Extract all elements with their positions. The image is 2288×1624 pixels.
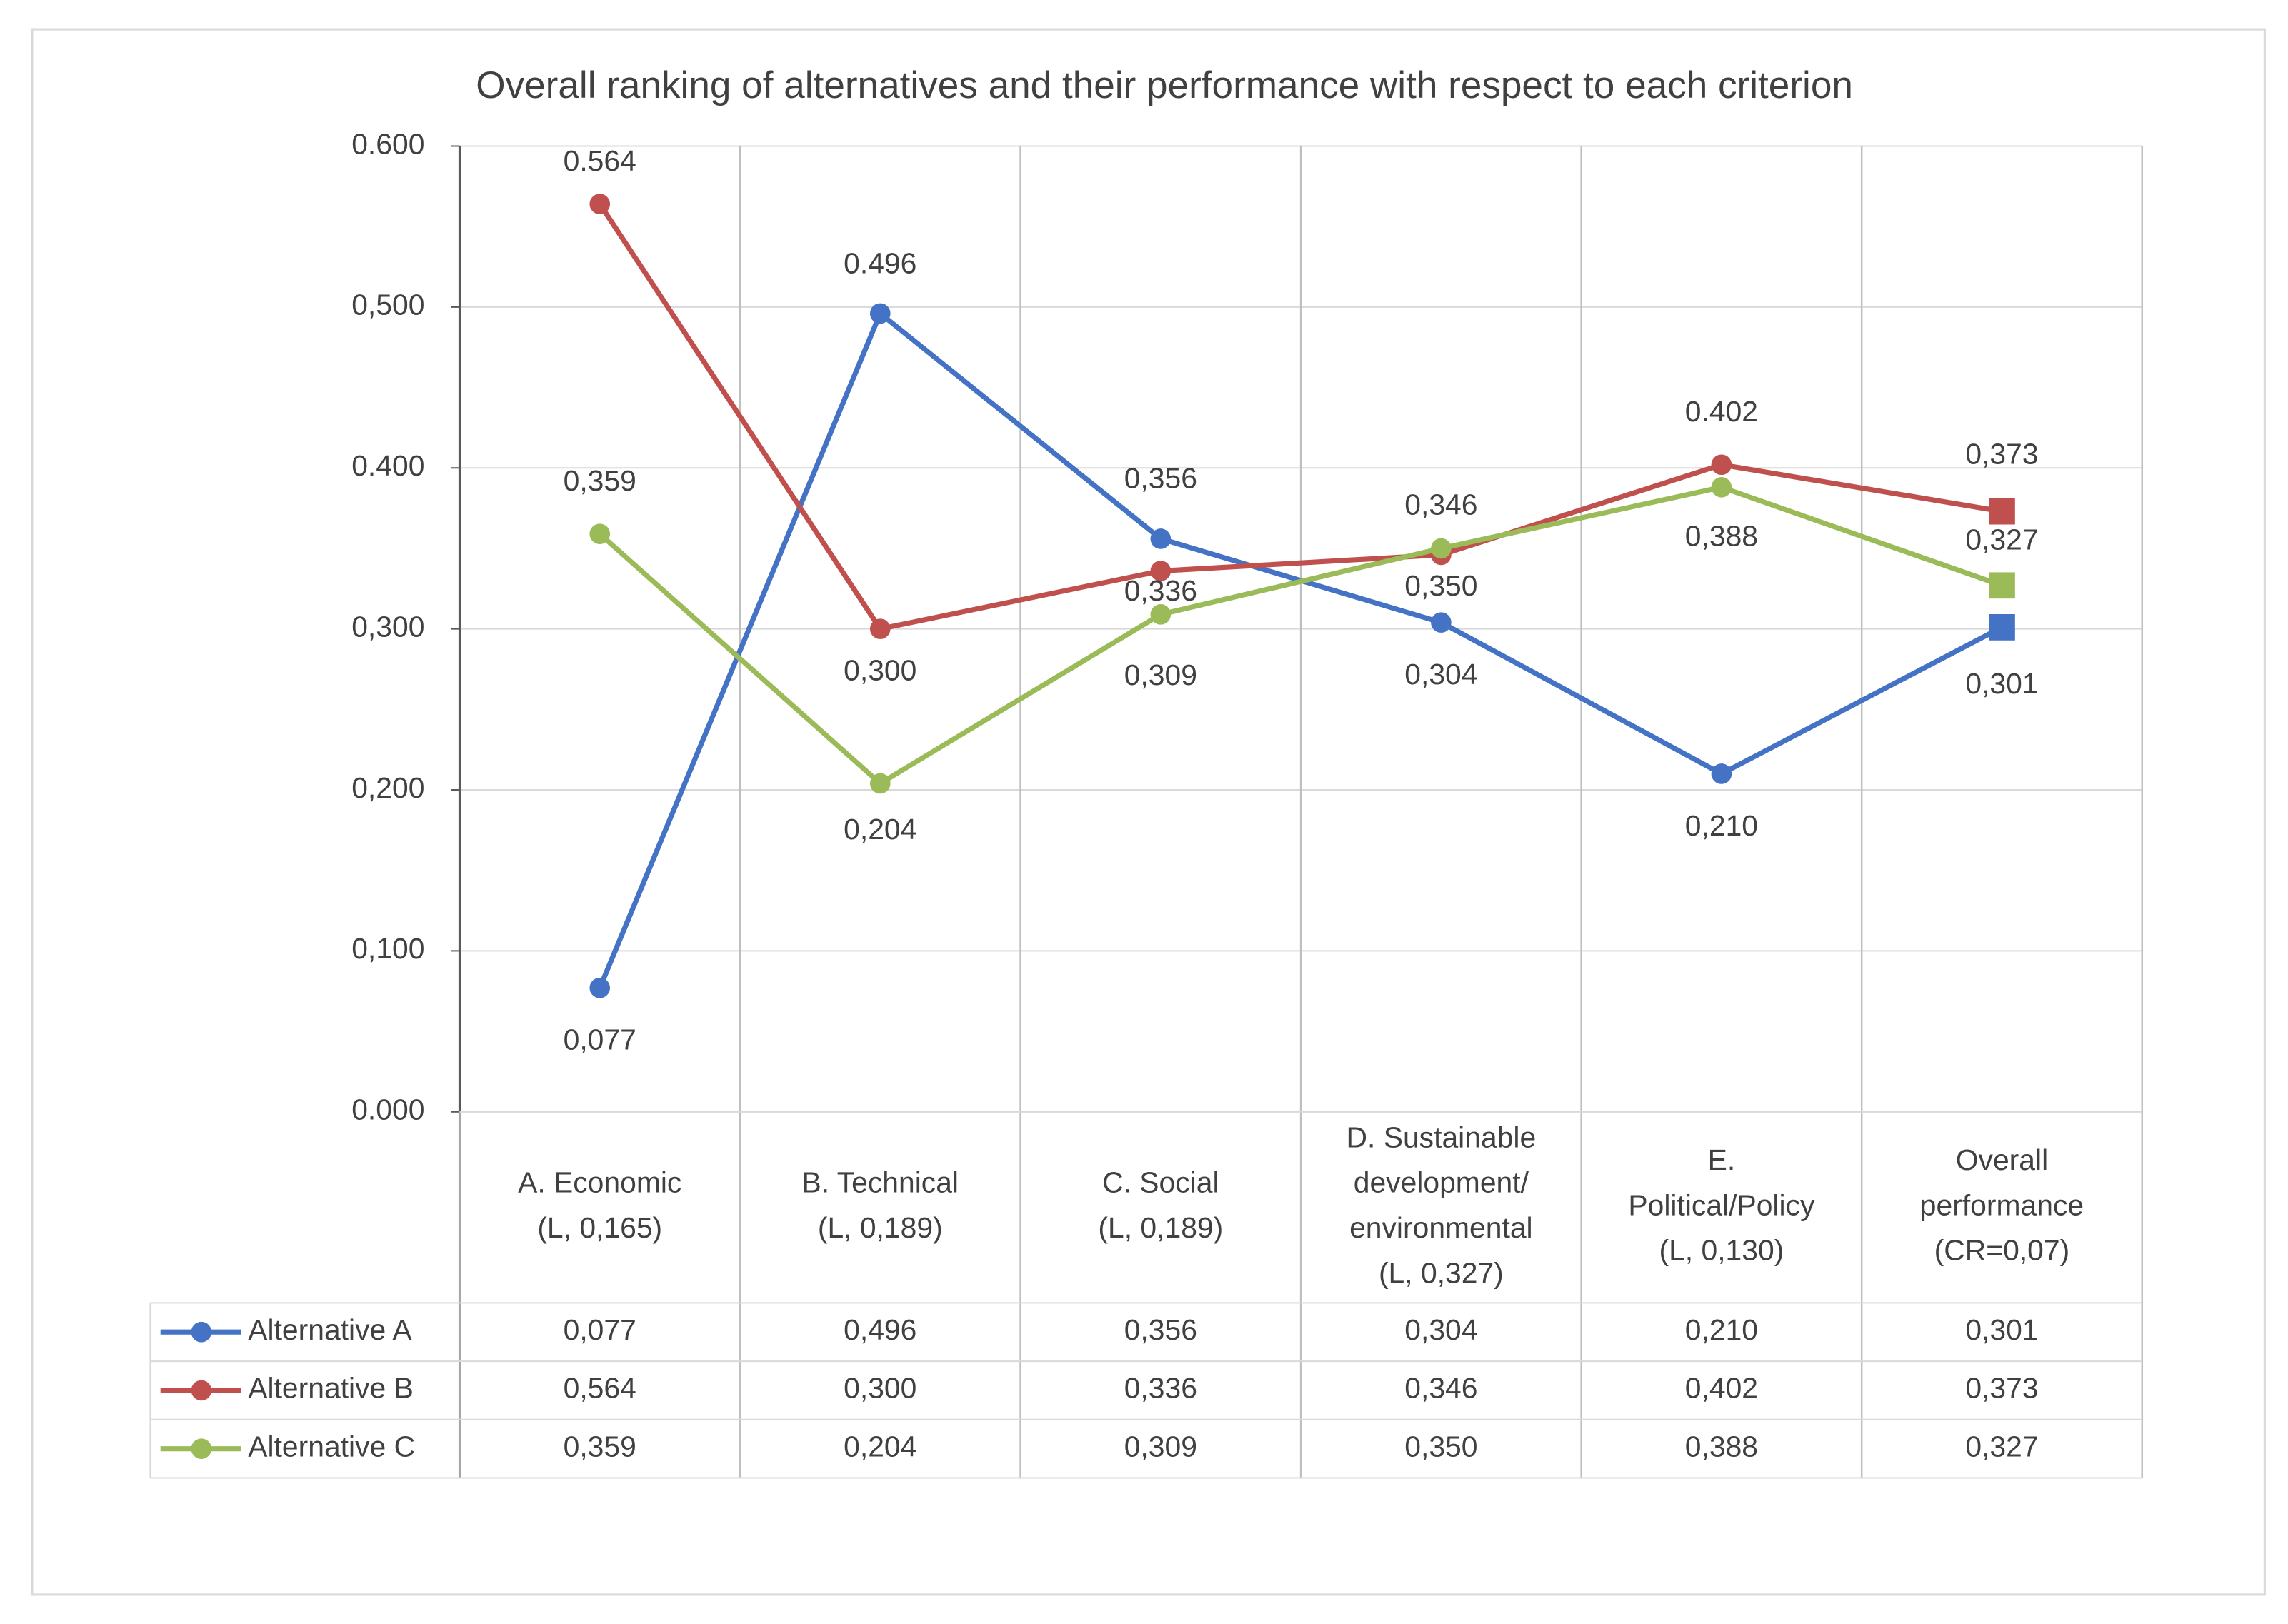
y-tick-label: 0.400 <box>351 449 424 482</box>
x-tick-label: development/ <box>1354 1166 1529 1199</box>
x-tick-label: performance <box>1920 1188 2084 1221</box>
y-tick-label: 0,100 <box>351 932 424 965</box>
chart-border <box>31 28 2266 1596</box>
table-cell: 0,346 <box>1404 1372 1477 1405</box>
table-cell: 0,304 <box>1404 1313 1477 1346</box>
data-label: 0,304 <box>1404 658 1477 691</box>
data-label: 0.564 <box>564 144 636 177</box>
marker <box>869 618 891 639</box>
table-cell: 0,210 <box>1685 1313 1758 1346</box>
x-tick-label: environmental <box>1349 1211 1533 1244</box>
data-label: 0.402 <box>1685 395 1758 428</box>
data-label: 0,309 <box>1124 658 1197 691</box>
marker <box>589 977 611 998</box>
x-tick-label: (CR=0,07) <box>1934 1234 2070 1267</box>
data-label: 0,356 <box>1124 462 1197 495</box>
x-tick-label: (L, 0,189) <box>1098 1211 1223 1244</box>
marker <box>1150 604 1172 625</box>
legend-marker <box>191 1438 212 1459</box>
chart-title: Overall ranking of alternatives and thei… <box>476 64 1853 106</box>
table-cell: 0,301 <box>1965 1313 2038 1346</box>
table-cell: 0,496 <box>844 1313 916 1346</box>
marker <box>1989 498 2015 525</box>
data-label: 0,388 <box>1685 520 1758 553</box>
data-label: 0,336 <box>1124 574 1197 607</box>
table-cell: 0,336 <box>1124 1372 1197 1405</box>
table-cell: 0,327 <box>1965 1430 2038 1463</box>
data-label: 0,327 <box>1965 523 2038 556</box>
x-tick-label: (L, 0,130) <box>1659 1234 1784 1267</box>
x-tick-label: E. <box>1708 1143 1736 1176</box>
marker <box>1989 572 2015 599</box>
x-tick-label: (L, 0,165) <box>537 1211 662 1244</box>
marker <box>589 194 611 214</box>
data-label: 0,350 <box>1404 569 1477 602</box>
table-cell: 0,359 <box>564 1430 636 1463</box>
marker <box>1431 612 1452 633</box>
x-tick-label: (L, 0,189) <box>818 1211 943 1244</box>
series-line <box>598 484 2003 786</box>
marker <box>1150 561 1172 581</box>
table-cell: 0,077 <box>564 1313 636 1346</box>
x-tick-label: A. Economic <box>518 1166 681 1199</box>
marker <box>869 773 891 794</box>
data-label: 0,301 <box>1965 667 2038 700</box>
marker <box>1711 763 1732 784</box>
y-tick-label: 0.600 <box>351 127 424 160</box>
marker <box>589 523 611 544</box>
legend-marker <box>191 1321 212 1343</box>
marker <box>1711 477 1732 498</box>
data-label: 0,359 <box>564 464 636 497</box>
x-tick-label: Political/Policy <box>1628 1188 1815 1221</box>
legend-label: Alternative A <box>248 1313 412 1346</box>
y-tick-label: 0,300 <box>351 610 424 643</box>
data-label: 0,300 <box>844 654 916 687</box>
table-cell: 0,300 <box>844 1372 916 1405</box>
table-cell: 0,373 <box>1965 1372 2038 1405</box>
x-tick-label: D. Sustainable <box>1347 1121 1537 1153</box>
data-label: 0,077 <box>564 1023 636 1056</box>
marker <box>1150 528 1172 549</box>
x-tick-label: C. Social <box>1102 1166 1219 1199</box>
marker <box>1711 454 1732 476</box>
x-tick-label: Overall <box>1956 1143 2048 1176</box>
y-tick-label: 0,500 <box>351 289 424 321</box>
data-label: 0,346 <box>1404 488 1477 521</box>
data-label: 0.496 <box>844 246 916 279</box>
table-cell: 0,309 <box>1124 1430 1197 1463</box>
legend-label: Alternative B <box>248 1372 414 1405</box>
y-tick-label: 0,200 <box>351 771 424 804</box>
legend-marker <box>191 1380 212 1401</box>
legend-label: Alternative C <box>248 1430 415 1463</box>
y-tick-label: 0.000 <box>351 1093 424 1126</box>
x-tick-label: B. Technical <box>802 1166 959 1199</box>
series-line <box>597 202 2003 632</box>
marker <box>1989 613 2015 641</box>
x-tick-label: (L, 0,327) <box>1379 1256 1504 1289</box>
table-cell: 0,350 <box>1404 1430 1477 1463</box>
table-cell: 0,402 <box>1685 1372 1758 1405</box>
data-label: 0,204 <box>844 813 916 846</box>
table-cell: 0,356 <box>1124 1313 1197 1346</box>
table-cell: 0,388 <box>1685 1430 1758 1463</box>
data-label: 0,373 <box>1965 437 2038 470</box>
table-cell: 0,564 <box>564 1372 636 1405</box>
data-label: 0,210 <box>1685 809 1758 842</box>
marker <box>869 303 891 324</box>
table-cell: 0,204 <box>844 1430 916 1463</box>
marker <box>1431 538 1452 559</box>
